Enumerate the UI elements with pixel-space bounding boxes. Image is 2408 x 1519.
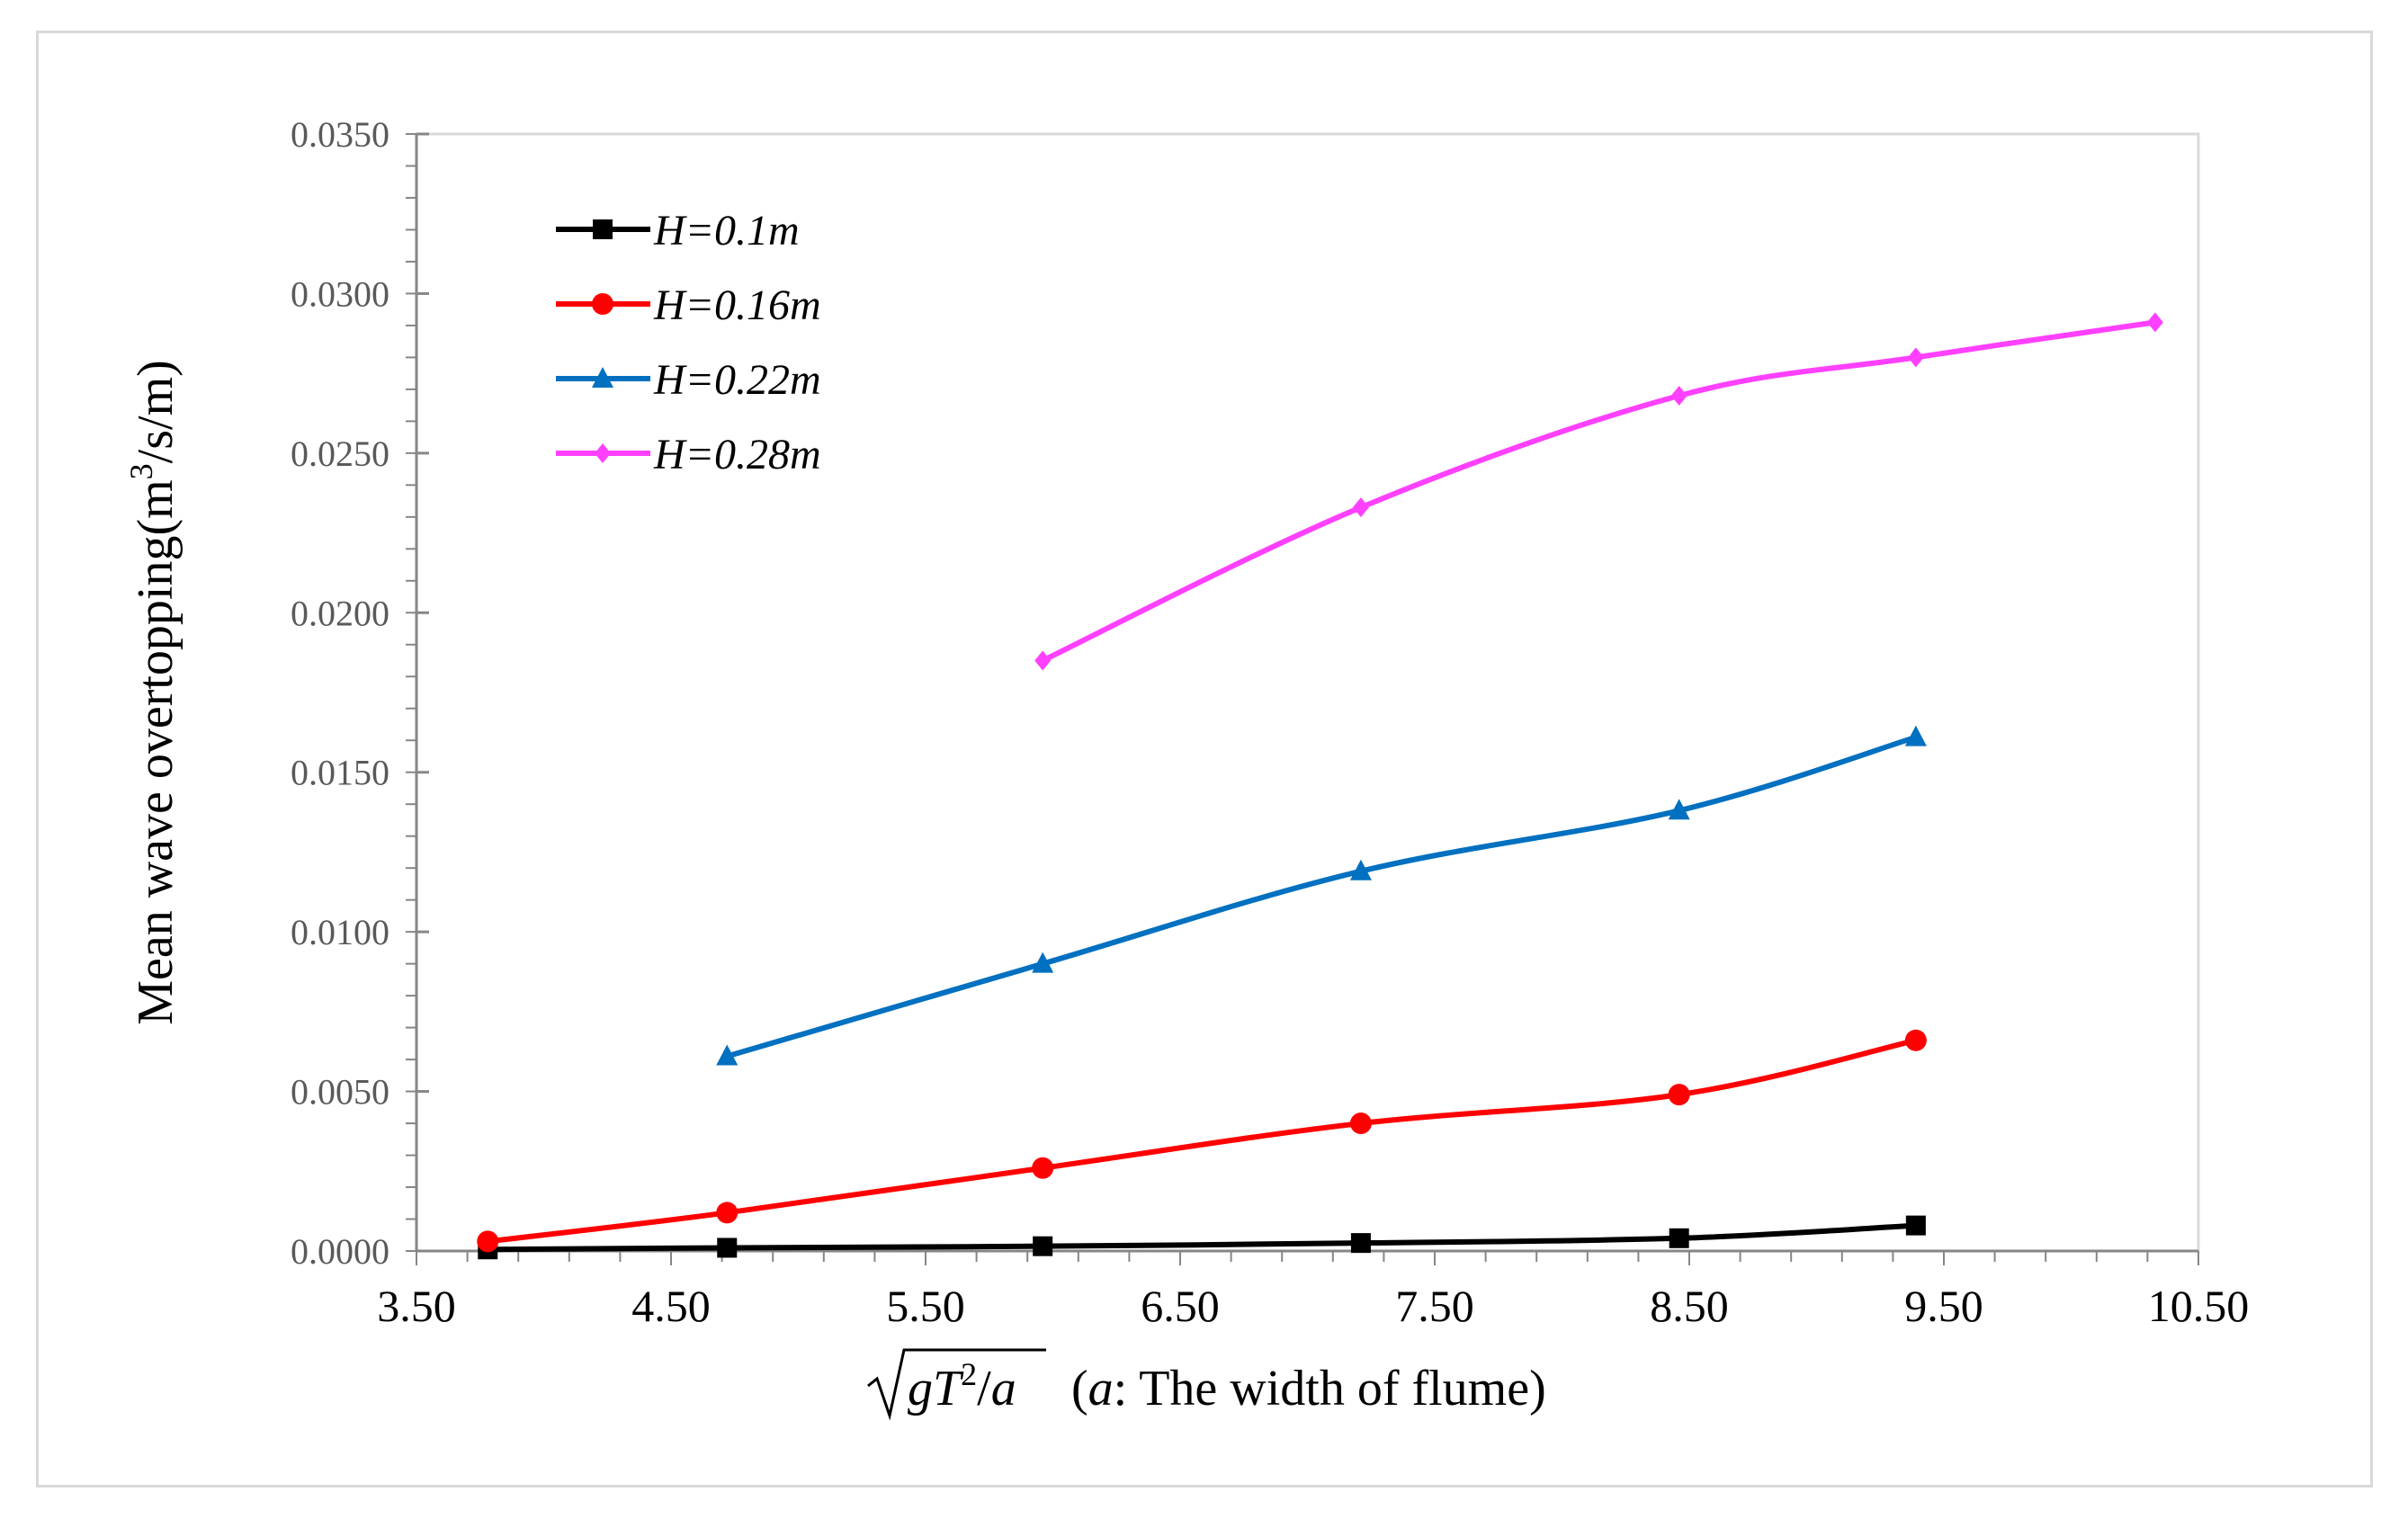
data-point	[1032, 952, 1054, 973]
data-point	[1670, 385, 1687, 406]
data-point	[1349, 859, 1372, 880]
data-point	[1905, 1215, 1926, 1236]
data-point	[1032, 1157, 1054, 1179]
data-point	[477, 1230, 499, 1253]
x-tick-label: 9.50	[1904, 1281, 1983, 1331]
series-line	[485, 1037, 1919, 1245]
data-point	[1033, 1236, 1053, 1256]
legend-marker	[593, 219, 613, 239]
y-tick-label: 0.0150	[291, 753, 389, 793]
legend-marker	[592, 293, 613, 315]
y-tick-label: 0.0300	[291, 273, 389, 314]
series-layer	[477, 312, 2163, 1260]
legend: H=0.1m H=0.16m H=0.22m H=0.28m	[556, 207, 821, 478]
legend-item: H=0.1m	[556, 207, 800, 255]
data-point	[1904, 725, 1927, 746]
x-tick-label: 4.50	[631, 1281, 711, 1331]
series-line	[485, 1222, 1919, 1253]
data-point	[1034, 650, 1052, 671]
data-point	[716, 1044, 739, 1066]
x-tick-label: 3.50	[377, 1281, 456, 1331]
series-H=0.22m	[716, 725, 1927, 1066]
legend-item: H=0.16m	[556, 281, 821, 329]
x-tick-label: 6.50	[1141, 1281, 1220, 1331]
y-tick-label: 0.0350	[291, 114, 389, 155]
data-point	[1350, 1233, 1371, 1254]
y-tick-label: 0.0250	[291, 433, 389, 474]
y-tick-label: 0.0000	[291, 1231, 389, 1272]
data-point	[716, 1202, 739, 1224]
x-tick-labels: 3.50 4.50 5.50 6.50 7.50 8.50 9.50 10.50	[377, 1281, 2249, 1331]
x-axis-title: gT2/a (a: The width of flume)	[867, 1348, 1546, 1421]
y-minor-ticks	[406, 132, 429, 1253]
data-point	[1352, 497, 1369, 518]
y-tick-label: 0.0050	[291, 1072, 389, 1112]
sqrt-symbol	[867, 1348, 1046, 1421]
chart-frame: 0.0000 0.0050 0.0100 0.0150 0.0200 0.0250 0.03…	[36, 31, 2373, 1488]
x-tick-label: 7.50	[1395, 1281, 1474, 1331]
series-H=0.28m	[1034, 312, 2163, 671]
series-line	[724, 734, 1919, 1059]
data-point	[1349, 1112, 1372, 1135]
legend-item: H=0.22m	[556, 356, 821, 404]
x-minor-ticks	[416, 1251, 2199, 1265]
y-tick-label: 0.0200	[291, 593, 389, 633]
legend-item: H=0.28m	[556, 431, 821, 478]
legend-label: H=0.28m	[653, 431, 821, 478]
x-tick-label: 8.50	[1650, 1281, 1729, 1331]
legend-label: H=0.1m	[653, 207, 800, 255]
x-tick-label: 5.50	[886, 1281, 965, 1331]
svg-text:(a: The width of flume): (a: The width of flume)	[1071, 1361, 1546, 1416]
svg-text:gT2/a: gT2/a	[908, 1356, 1016, 1416]
data-point	[1668, 799, 1690, 820]
chart-svg: 0.0000 0.0050 0.0100 0.0150 0.0200 0.0250 0.03…	[123, 114, 2249, 1421]
y-axis-title: Mean wave overtopping(m3/s/m)	[123, 360, 184, 1025]
data-point	[1904, 1029, 1927, 1051]
series-H=0.16m	[477, 1029, 1927, 1253]
series-line	[1040, 319, 2158, 664]
legend-label: H=0.22m	[653, 356, 821, 404]
data-point	[717, 1238, 738, 1258]
data-point	[1668, 1084, 1690, 1106]
data-point	[1907, 347, 1924, 368]
legend-marker	[595, 443, 611, 463]
y-tick-label: 0.0100	[291, 912, 389, 952]
y-tick-labels: 0.0000 0.0050 0.0100 0.0150 0.0200 0.0250 0.03…	[291, 114, 389, 1272]
legend-label: H=0.16m	[653, 281, 821, 329]
data-point	[2146, 312, 2163, 333]
data-point	[1669, 1228, 1689, 1248]
legend-marker	[592, 367, 613, 388]
series-H=0.1m	[478, 1215, 1926, 1260]
x-tick-label: 10.50	[2148, 1281, 2250, 1331]
